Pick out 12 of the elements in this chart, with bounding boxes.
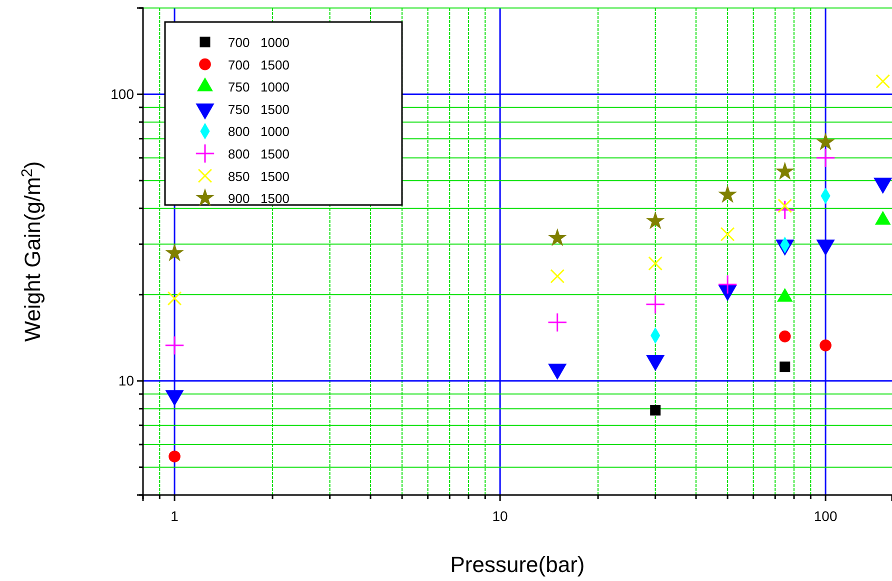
legend-label: 750 1500: [228, 102, 290, 117]
legend-label: 850 1500: [228, 168, 290, 184]
legend-label: 700 1500: [228, 57, 290, 72]
legend-label: 900 1500: [228, 191, 290, 206]
x-tick-label: 100: [814, 508, 838, 524]
x-tick-label: 1: [170, 508, 179, 524]
legend-label: 750 1000: [228, 80, 290, 95]
legend-label: 800 1000: [228, 124, 290, 140]
legend-label: 700 1000: [228, 35, 290, 50]
legend-label: 800 1500: [228, 146, 290, 162]
x-tick-label: 10: [492, 508, 508, 524]
x-axis-title: Pressure(bar): [450, 552, 585, 577]
